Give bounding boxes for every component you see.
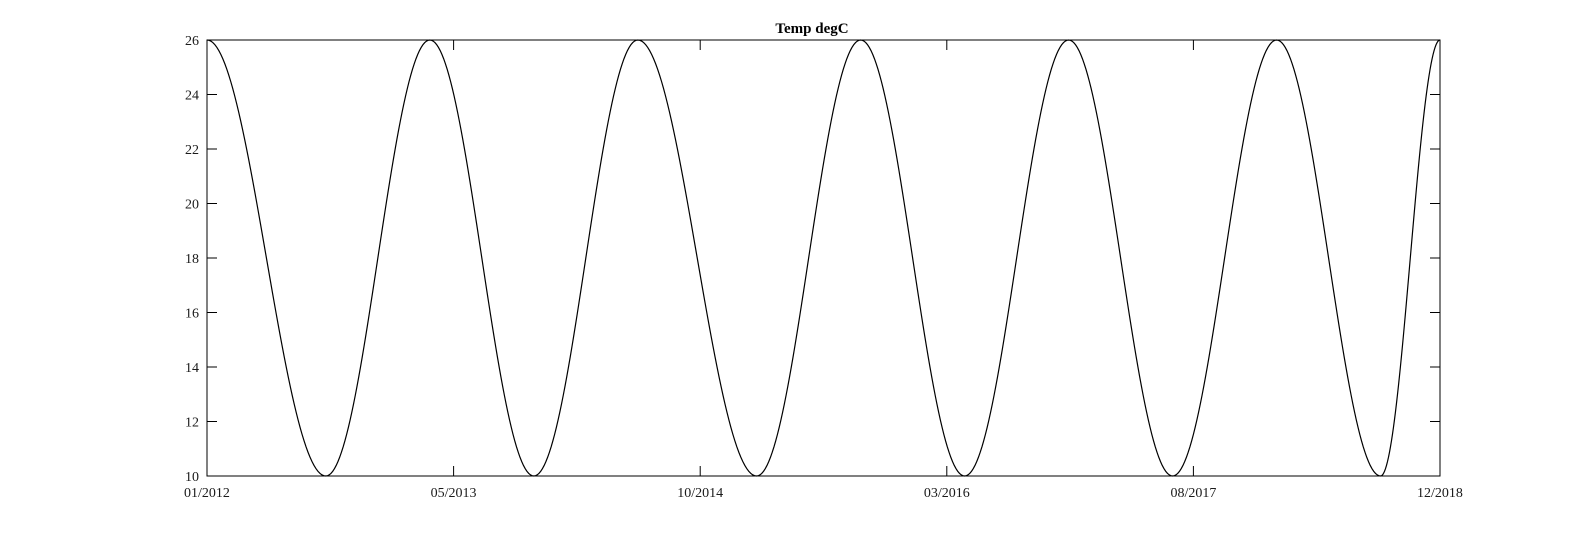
y-tick-label: 10	[185, 470, 199, 485]
series-line-0	[206, 39, 1441, 477]
y-tick-label: 14	[185, 361, 199, 376]
y-axis: 10 12 14 16 18 20 22 24 26	[185, 34, 1440, 485]
y-tick-label: 20	[185, 198, 199, 213]
chart-title: Temp degC	[775, 21, 848, 37]
y-tick-label: 12	[185, 416, 199, 431]
x-tick-label: 01/2012	[184, 486, 230, 501]
y-tick-label: 18	[185, 252, 199, 267]
x-tick-label: 08/2017	[1170, 486, 1216, 501]
y-tick-label: 16	[185, 307, 199, 322]
plot-frame	[206, 39, 1441, 477]
x-tick-label: 10/2014	[677, 486, 723, 501]
x-tick-label: 03/2016	[924, 486, 970, 501]
y-tick-label: 24	[185, 89, 199, 104]
series-layer	[206, 39, 1441, 477]
y-tick-label: 22	[185, 143, 199, 158]
y-tick-label: 26	[185, 34, 199, 49]
x-tick-label: 05/2013	[431, 486, 477, 501]
x-axis: 01/2012 05/2013 10/2014 03/2016 08/2017 12/20…	[184, 40, 1463, 501]
x-tick-label: 12/2018	[1417, 486, 1463, 501]
